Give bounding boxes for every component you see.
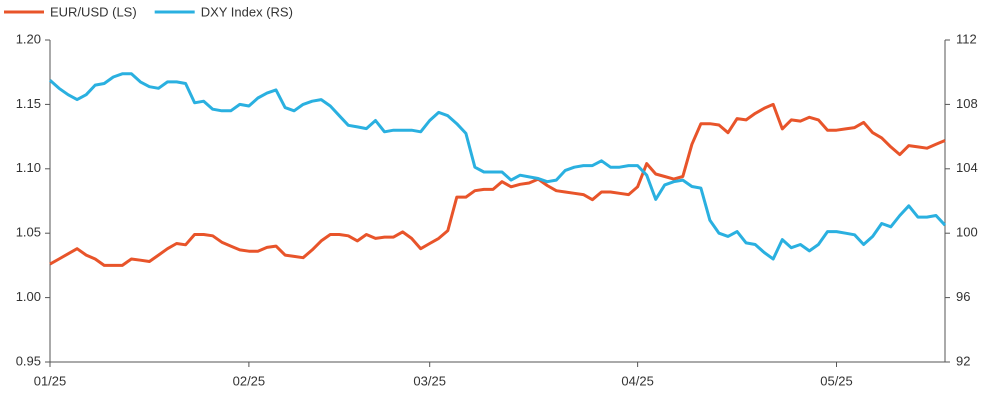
y-tick-label: 1.15 [16,96,41,111]
y2-tick-label: 100 [956,225,978,240]
y2-tick-label: 96 [956,289,970,304]
series-line [49,72,947,261]
y2-tick-label: 104 [956,160,978,175]
legend-label: EUR/USD (LS) [50,4,137,19]
series-line [49,102,946,267]
x-tick-label: 04/25 [621,373,654,388]
y-tick-label: 1.00 [16,289,41,304]
x-tick-label: 05/25 [820,373,853,388]
x-tick-label: 03/25 [413,373,446,388]
x-tick-label: 02/25 [233,373,266,388]
legend-label: DXY Index (RS) [201,4,293,19]
y-tick-label: 1.05 [16,225,41,240]
y-tick-label: 0.95 [16,353,41,368]
x-tick-label: 01/25 [34,373,67,388]
y2-tick-label: 108 [956,96,978,111]
y-tick-label: 1.10 [16,160,41,175]
y2-tick-label: 112 [956,31,977,46]
y2-tick-label: 92 [956,353,970,368]
y-tick-label: 1.20 [16,31,41,46]
